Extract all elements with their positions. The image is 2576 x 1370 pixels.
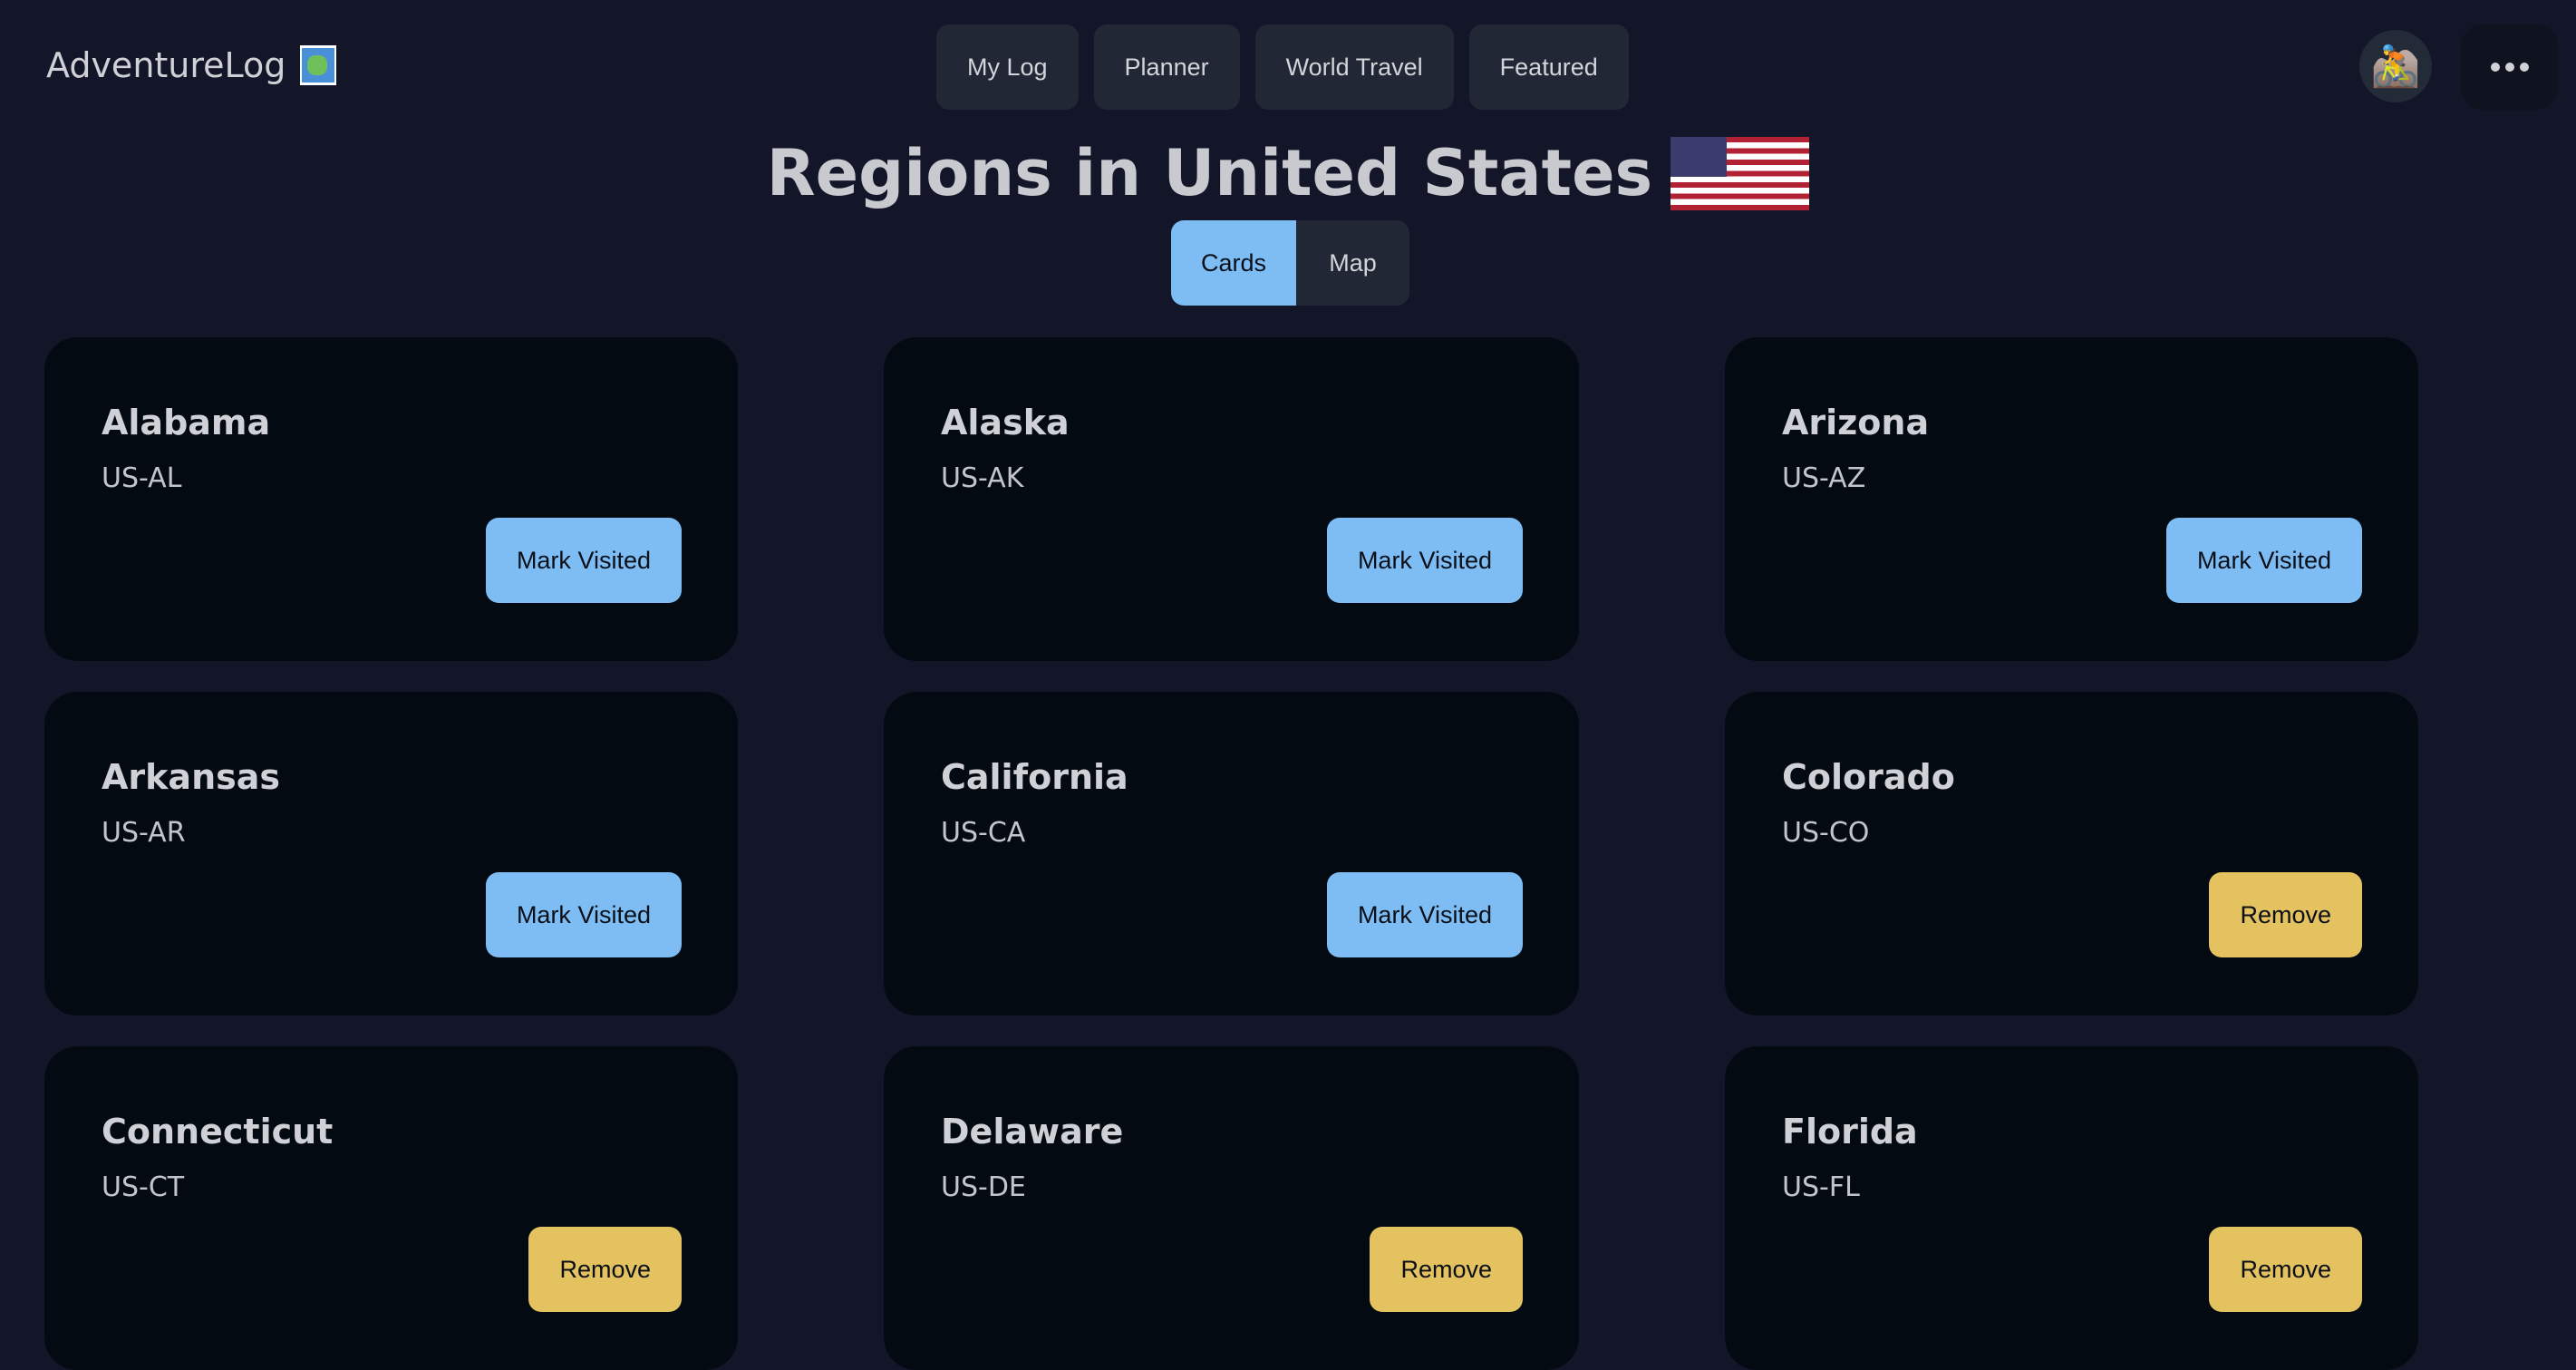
- region-card: Alabama US-AL Mark Visited: [44, 337, 738, 661]
- region-card: Florida US-FL Remove: [1725, 1046, 2418, 1370]
- app-logo[interactable]: AdventureLog: [46, 45, 337, 85]
- region-card: Connecticut US-CT Remove: [44, 1046, 738, 1370]
- remove-button[interactable]: Remove: [2209, 1227, 2362, 1312]
- region-name: California: [941, 757, 1128, 797]
- view-toggle: Cards Map: [1171, 220, 1409, 306]
- region-name: Arizona: [1782, 403, 1930, 442]
- region-code: US-DE: [941, 1171, 1026, 1203]
- region-name: Alaska: [941, 403, 1070, 442]
- world-map-icon: [300, 45, 337, 85]
- remove-button[interactable]: Remove: [528, 1227, 682, 1312]
- dot: [2504, 63, 2514, 72]
- region-name: Delaware: [941, 1112, 1124, 1151]
- avatar[interactable]: 🚵: [2359, 30, 2432, 102]
- us-flag-icon: [1671, 136, 1810, 210]
- region-card: Arkansas US-AR Mark Visited: [44, 692, 738, 1015]
- region-name: Arkansas: [102, 757, 280, 797]
- more-menu-button[interactable]: [2461, 24, 2558, 110]
- region-card: Colorado US-CO Remove: [1725, 692, 2418, 1015]
- region-name: Alabama: [102, 403, 271, 442]
- region-card: Arizona US-AZ Mark Visited: [1725, 337, 2418, 661]
- tab-cards[interactable]: Cards: [1171, 220, 1296, 306]
- tab-map[interactable]: Map: [1296, 220, 1409, 306]
- page-title: Regions in United States: [766, 136, 1653, 210]
- region-card: California US-CA Mark Visited: [884, 692, 1579, 1015]
- region-name: Connecticut: [102, 1112, 334, 1151]
- mountain-biker-icon: 🚵: [2370, 44, 2421, 90]
- region-name: Colorado: [1782, 757, 1955, 797]
- app-name: AdventureLog: [46, 45, 286, 85]
- remove-button[interactable]: Remove: [2209, 872, 2362, 957]
- region-grid: Alabama US-AL Mark Visited Alaska US-AK Mark …: [44, 337, 2418, 1370]
- region-name: Florida: [1782, 1112, 1918, 1151]
- region-code: US-AL: [102, 462, 182, 494]
- region-code: US-CA: [941, 817, 1026, 849]
- region-card: Alaska US-AK Mark Visited: [884, 337, 1579, 661]
- region-code: US-FL: [1782, 1171, 1860, 1203]
- mark-visited-button[interactable]: Mark Visited: [2165, 518, 2362, 603]
- nav-planner[interactable]: Planner: [1093, 24, 1240, 110]
- mark-visited-button[interactable]: Mark Visited: [1326, 518, 1523, 603]
- region-code: US-CT: [102, 1171, 185, 1203]
- region-code: US-AZ: [1782, 462, 1866, 494]
- nav-world-travel[interactable]: World Travel: [1254, 24, 1454, 110]
- mark-visited-button[interactable]: Mark Visited: [1326, 872, 1523, 957]
- nav-featured[interactable]: Featured: [1468, 24, 1629, 110]
- region-code: US-AR: [102, 817, 186, 849]
- mark-visited-button[interactable]: Mark Visited: [485, 872, 682, 957]
- mark-visited-button[interactable]: Mark Visited: [485, 518, 682, 603]
- remove-button[interactable]: Remove: [1370, 1227, 1523, 1312]
- region-card: Delaware US-DE Remove: [884, 1046, 1579, 1370]
- region-code: US-AK: [941, 462, 1024, 494]
- main-nav: My Log Planner World Travel Featured: [936, 24, 1629, 110]
- region-code: US-CO: [1782, 817, 1870, 849]
- dot: [2519, 63, 2529, 72]
- nav-my-log[interactable]: My Log: [936, 24, 1079, 110]
- more-horizontal-icon: [2490, 63, 2500, 72]
- page-header: Regions in United States: [0, 136, 2576, 210]
